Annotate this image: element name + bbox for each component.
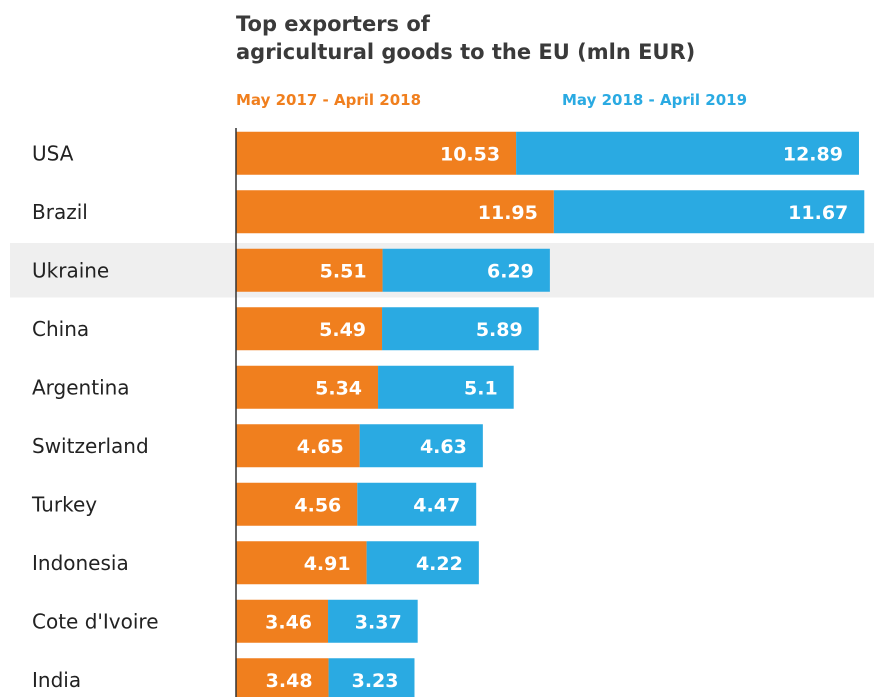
data-label-series-1: 3.46 bbox=[265, 611, 312, 633]
data-label-series-1: 4.91 bbox=[304, 553, 351, 575]
legend-item-series-1: May 2017 - April 2018 bbox=[236, 91, 421, 109]
bar-series-1 bbox=[236, 307, 383, 351]
category-label: Cote d'Ivoire bbox=[32, 609, 159, 633]
data-label-series-2: 6.29 bbox=[487, 260, 534, 282]
bar-series-1 bbox=[236, 365, 379, 409]
category-label: India bbox=[32, 668, 81, 692]
category-label: Turkey bbox=[31, 492, 97, 516]
data-label-series-1: 3.48 bbox=[266, 670, 313, 692]
category-label: Switzerland bbox=[32, 434, 149, 458]
legend-item-series-2: May 2018 - April 2019 bbox=[562, 91, 747, 109]
bar-series-2 bbox=[516, 131, 859, 175]
category-label: Brazil bbox=[32, 200, 88, 224]
data-label-series-2: 11.67 bbox=[788, 202, 848, 224]
bar-series-2 bbox=[366, 541, 479, 585]
chart-title-line-1: Top exporters of bbox=[236, 12, 430, 36]
bar-series-2 bbox=[382, 248, 550, 292]
data-label-series-2: 5.1 bbox=[464, 377, 498, 399]
category-label: Ukraine bbox=[32, 258, 109, 282]
category-label: Indonesia bbox=[32, 551, 129, 575]
chart-title: Top exporters of agricultural goods to t… bbox=[236, 10, 695, 66]
chart-title-line-2: agricultural goods to the EU (mln EUR) bbox=[236, 40, 696, 64]
legend-label-series-1: May 2017 - April 2018 bbox=[236, 91, 422, 109]
bar-series-1 bbox=[236, 131, 517, 175]
data-label-series-2: 5.89 bbox=[476, 319, 523, 341]
data-label-series-1: 5.34 bbox=[315, 377, 362, 399]
category-label: Argentina bbox=[32, 375, 130, 399]
bar-series-1 bbox=[236, 424, 360, 468]
bar-series-2 bbox=[357, 482, 477, 526]
data-label-series-2: 3.23 bbox=[352, 670, 399, 692]
legend-label-series-2: May 2018 - April 2019 bbox=[562, 91, 748, 109]
data-label-series-2: 4.22 bbox=[416, 553, 463, 575]
bar-series-2 bbox=[553, 190, 865, 234]
bar-series-1 bbox=[236, 599, 329, 643]
data-label-series-2: 4.63 bbox=[420, 436, 467, 458]
data-label-series-2: 12.89 bbox=[783, 143, 843, 165]
bar-series-2 bbox=[382, 307, 539, 351]
data-label-series-2: 3.37 bbox=[355, 611, 402, 633]
bar-series-1 bbox=[236, 658, 329, 697]
data-label-series-1: 5.49 bbox=[319, 319, 366, 341]
data-label-series-1: 5.51 bbox=[320, 260, 367, 282]
data-label-series-2: 4.47 bbox=[413, 494, 460, 516]
category-label: China bbox=[32, 317, 89, 341]
bar-series-1 bbox=[236, 482, 358, 526]
bar-series-2 bbox=[328, 658, 415, 697]
bar-series-2 bbox=[359, 424, 483, 468]
bar-series-1 bbox=[236, 541, 367, 585]
data-label-series-1: 4.56 bbox=[294, 494, 341, 516]
bar-series-2 bbox=[378, 365, 514, 409]
data-label-series-1: 4.65 bbox=[297, 436, 344, 458]
data-label-series-1: 10.53 bbox=[440, 143, 500, 165]
bar-series-1 bbox=[236, 190, 554, 234]
bar-series-1 bbox=[236, 248, 383, 292]
bar-series-2 bbox=[328, 599, 418, 643]
data-label-series-1: 11.95 bbox=[478, 202, 538, 224]
category-label: USA bbox=[32, 141, 74, 165]
